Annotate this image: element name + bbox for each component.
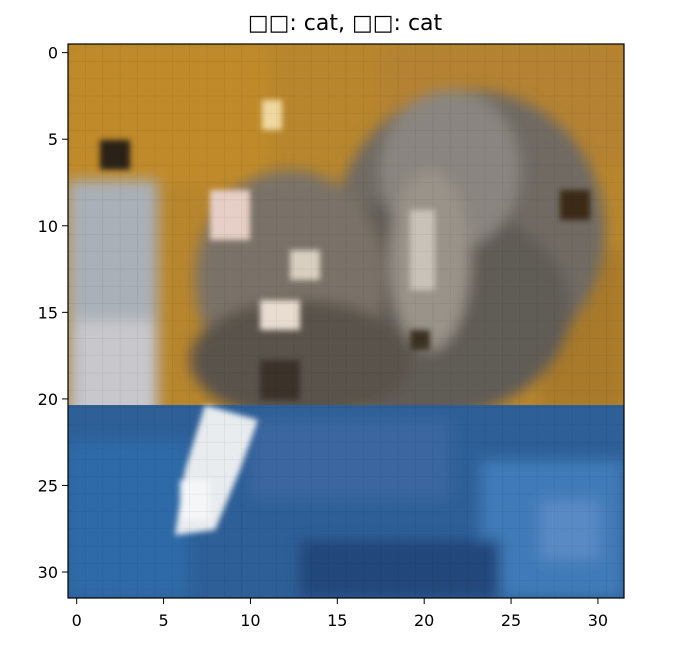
cat-image	[68, 44, 624, 598]
blue-cloth	[68, 405, 624, 598]
x-tick-label: 10	[240, 611, 260, 630]
y-tick-label: 5	[48, 130, 58, 149]
x-tick-label: 20	[414, 611, 434, 630]
y-tick-label: 0	[48, 44, 58, 63]
x-tick-label: 15	[327, 611, 347, 630]
pixel-grid	[68, 44, 624, 598]
y-axis: 0 5 10 15 20 25 30	[38, 44, 68, 582]
y-tick-label: 30	[38, 563, 58, 582]
y-tick-label: 10	[38, 217, 58, 236]
axes-frame	[67, 43, 625, 599]
cat-face-highlights	[210, 100, 435, 350]
x-tick-label: 5	[158, 611, 168, 630]
x-tick-label: 25	[501, 611, 521, 630]
y-tick-label: 20	[38, 390, 58, 409]
y-tick-label: 15	[38, 303, 58, 322]
x-tick-label: 30	[588, 611, 608, 630]
white-paw	[175, 405, 258, 535]
x-axis: 0 5 10 15 20 25 30	[72, 598, 608, 630]
y-tick-label: 25	[38, 476, 58, 495]
left-object	[68, 180, 158, 440]
figure-title: □□: cat, □□: cat	[248, 11, 443, 36]
x-tick-label: 0	[72, 611, 82, 630]
